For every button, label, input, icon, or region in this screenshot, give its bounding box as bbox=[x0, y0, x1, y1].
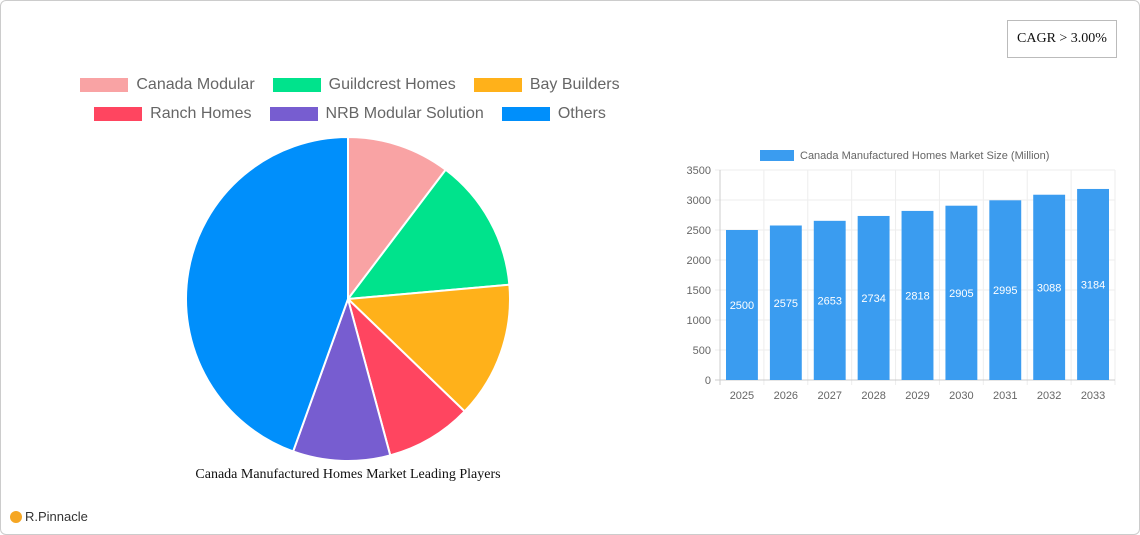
y-tick-label: 1000 bbox=[687, 315, 711, 327]
x-tick-label: 2025 bbox=[730, 390, 754, 402]
cagr-badge: CAGR > 3.00% bbox=[1007, 20, 1117, 58]
pie-slice[interactable] bbox=[346, 295, 467, 457]
legend-item[interactable]: Others bbox=[501, 105, 606, 123]
pie-slice[interactable] bbox=[345, 168, 511, 301]
legend-swatch bbox=[94, 107, 143, 121]
y-tick-label: 3000 bbox=[687, 195, 711, 207]
bar-data-label: 2653 bbox=[817, 295, 841, 307]
bar[interactable] bbox=[857, 215, 890, 380]
bar-data-label: 2734 bbox=[861, 293, 885, 305]
legend-label: NRB Modular Solution bbox=[325, 105, 484, 122]
legend-item[interactable]: Canada Modular bbox=[80, 76, 255, 94]
legend-label: Guildcrest Homes bbox=[328, 76, 456, 93]
bar[interactable] bbox=[769, 225, 802, 381]
legend-swatch bbox=[272, 78, 321, 92]
pie-slice[interactable] bbox=[291, 295, 392, 462]
x-tick-label: 2033 bbox=[1081, 390, 1105, 402]
pie-title: Canada Manufactured Homes Market Leading… bbox=[195, 467, 501, 482]
x-tick-label: 2032 bbox=[1037, 390, 1061, 402]
y-tick-label: 3500 bbox=[687, 165, 711, 177]
legend-swatch bbox=[501, 107, 550, 121]
pie-slice[interactable] bbox=[347, 135, 448, 302]
x-tick-label: 2031 bbox=[993, 390, 1017, 402]
x-tick-label: 2030 bbox=[949, 390, 973, 402]
pie-slice[interactable] bbox=[345, 283, 511, 413]
bar-data-label: 2500 bbox=[730, 300, 754, 312]
pie-legend-row-2: Ranch Homes NRB Modular Solution Others bbox=[40, 105, 660, 123]
brand-name: R.Pinnacle bbox=[25, 509, 88, 524]
legend-swatch bbox=[473, 78, 522, 92]
legend-label: Bay Builders bbox=[529, 76, 620, 93]
bar[interactable] bbox=[1033, 194, 1066, 380]
brand-logo: R.Pinnacle bbox=[10, 509, 88, 524]
bar[interactable] bbox=[989, 200, 1022, 380]
y-tick-label: 0 bbox=[705, 375, 711, 387]
legend-swatch bbox=[80, 78, 129, 92]
legend-label: Ranch Homes bbox=[150, 105, 252, 122]
bar-data-label: 3184 bbox=[1081, 279, 1105, 291]
legend-swatch bbox=[269, 107, 318, 121]
pie-slice[interactable] bbox=[185, 135, 349, 453]
bar[interactable] bbox=[726, 230, 758, 380]
bar-data-label: 3088 bbox=[1037, 282, 1061, 294]
bar[interactable] bbox=[901, 210, 934, 380]
legend-item[interactable]: Guildcrest Homes bbox=[272, 76, 456, 94]
legend-item[interactable]: Bay Builders bbox=[473, 76, 620, 94]
bar-data-label: 2995 bbox=[993, 285, 1017, 297]
bar[interactable] bbox=[813, 220, 846, 380]
y-tick-label: 2500 bbox=[687, 225, 711, 237]
legend-label: Others bbox=[557, 105, 606, 122]
y-tick-label: 1500 bbox=[687, 285, 711, 297]
legend-item[interactable]: NRB Modular Solution bbox=[269, 105, 484, 123]
bar[interactable] bbox=[945, 205, 978, 380]
pie-legend: Canada Modular Guildcrest Homes Bay Builde… bbox=[40, 76, 660, 94]
y-tick-label: 2000 bbox=[687, 255, 711, 267]
bar-legend-label: Canada Manufactured Homes Market Size (M… bbox=[800, 150, 1049, 162]
legend-item[interactable]: Ranch Homes bbox=[94, 105, 252, 123]
bar-legend-swatch bbox=[760, 150, 794, 161]
logo-icon bbox=[10, 510, 22, 523]
x-tick-label: 2027 bbox=[817, 390, 841, 402]
bar-data-label: 2905 bbox=[949, 288, 973, 300]
bar[interactable] bbox=[1077, 188, 1109, 380]
pie-chart bbox=[185, 135, 511, 462]
legend-label: Canada Modular bbox=[136, 76, 255, 93]
x-tick-label: 2026 bbox=[774, 390, 798, 402]
y-tick-label: 500 bbox=[693, 345, 711, 357]
x-tick-label: 2028 bbox=[861, 390, 885, 402]
bar-data-label: 2575 bbox=[774, 298, 798, 310]
x-tick-label: 2029 bbox=[905, 390, 929, 402]
bar-data-label: 2818 bbox=[905, 290, 929, 302]
